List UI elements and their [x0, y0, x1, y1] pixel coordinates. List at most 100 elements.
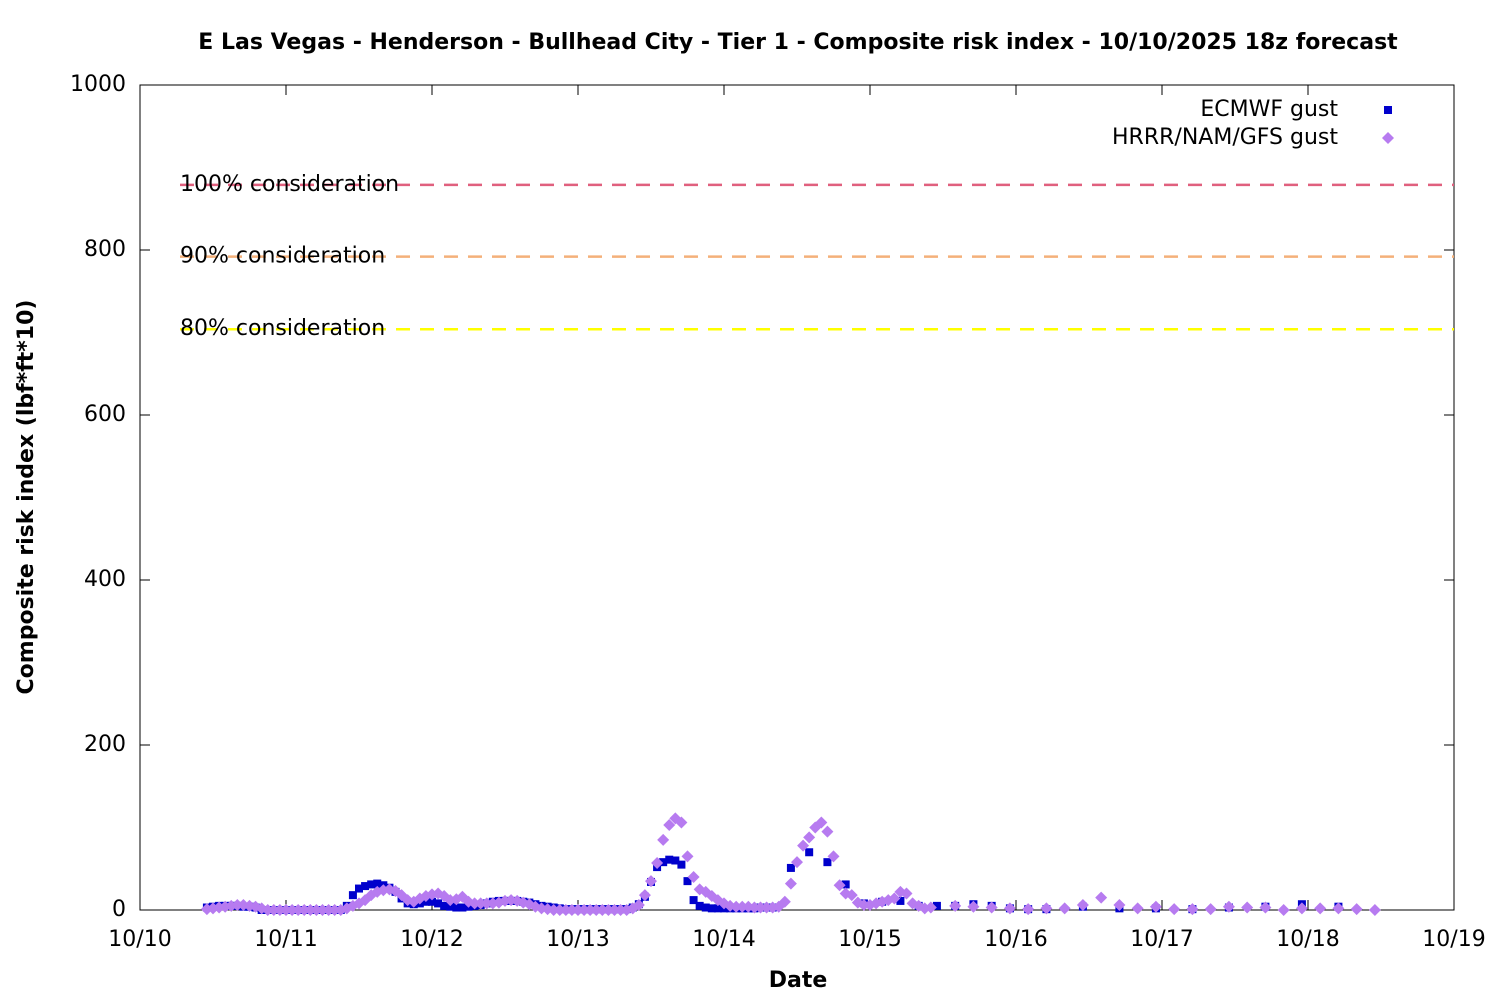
point [675, 816, 688, 829]
point [480, 897, 493, 910]
point [280, 904, 292, 916]
x-tick-label: 10/11 [254, 927, 317, 952]
x-tick-label: 10/17 [1130, 927, 1193, 952]
point [754, 901, 767, 914]
point [638, 889, 651, 902]
threshold-label: 90% consideration [180, 244, 385, 269]
point [286, 904, 299, 916]
point [833, 879, 846, 892]
legend-marker [1382, 132, 1394, 144]
point [888, 892, 901, 905]
point [857, 899, 870, 912]
point [786, 863, 795, 872]
point [602, 904, 615, 916]
point [665, 855, 674, 864]
point [659, 858, 668, 867]
point [805, 848, 814, 857]
legend-label: HRRR/NAM/GFS gust [1112, 125, 1338, 150]
point [355, 884, 363, 893]
x-tick-label: 10/14 [692, 927, 755, 952]
point [748, 901, 761, 914]
point [310, 904, 323, 916]
point [273, 904, 286, 916]
point [1241, 901, 1254, 914]
point [553, 904, 566, 916]
point [657, 833, 670, 846]
point [827, 850, 840, 863]
point [784, 877, 797, 890]
point [663, 819, 676, 832]
point [434, 899, 443, 908]
point [632, 899, 645, 912]
chart-title: E Las Vegas - Henderson - Bullhead City … [198, 30, 1398, 55]
point [651, 856, 664, 869]
point [547, 904, 560, 916]
point [361, 882, 370, 891]
point [474, 897, 487, 910]
point [298, 904, 311, 916]
point [1131, 902, 1144, 915]
threshold-label: 100% consideration [180, 172, 399, 197]
point [713, 904, 722, 913]
point [261, 904, 274, 916]
point [1314, 902, 1327, 915]
point [932, 901, 941, 910]
point [1113, 899, 1126, 912]
point [304, 904, 317, 916]
point [821, 825, 834, 838]
point [730, 900, 743, 913]
point [778, 895, 791, 908]
point [1332, 902, 1345, 915]
point [949, 899, 962, 912]
point [841, 880, 850, 889]
point [231, 899, 244, 912]
legend-label: ECMWF gust [1200, 97, 1338, 122]
point [572, 904, 584, 916]
point [584, 904, 597, 916]
x-tick-label: 10/15 [838, 927, 901, 952]
point [815, 816, 828, 829]
point [671, 856, 680, 865]
point [1204, 903, 1217, 916]
x-tick-label: 10/18 [1276, 927, 1339, 952]
y-tick-label: 0 [112, 897, 126, 922]
point [791, 856, 803, 869]
point [608, 904, 621, 916]
point [1095, 891, 1108, 904]
point [446, 902, 455, 911]
point [797, 839, 810, 852]
point [590, 904, 603, 916]
y-tick-label: 200 [84, 732, 126, 757]
point [367, 880, 376, 889]
point [348, 891, 357, 900]
x-tick-label: 10/13 [546, 927, 609, 952]
point [267, 904, 280, 916]
point [249, 900, 262, 913]
point [1259, 901, 1272, 914]
point [328, 904, 341, 916]
point [614, 904, 627, 916]
point [896, 896, 905, 905]
point [596, 904, 609, 916]
point [1222, 900, 1235, 913]
point [1186, 903, 1199, 916]
point [1368, 904, 1381, 916]
x-tick-label: 10/16 [984, 927, 1047, 952]
x-tick-label: 10/12 [400, 927, 463, 952]
point [468, 897, 481, 910]
x-tick-label: 10/19 [1422, 927, 1485, 952]
y-tick-label: 600 [84, 402, 126, 427]
point [1168, 903, 1181, 916]
point [967, 900, 980, 913]
point [707, 904, 716, 913]
y-tick-label: 400 [84, 567, 126, 592]
y-tick-label: 1000 [70, 72, 126, 97]
point [687, 871, 700, 883]
point [559, 904, 572, 916]
legend-marker [1384, 106, 1392, 114]
x-axis-title: Date [769, 968, 828, 993]
point [985, 901, 998, 914]
y-tick-label: 800 [84, 237, 126, 262]
point [1350, 903, 1363, 916]
